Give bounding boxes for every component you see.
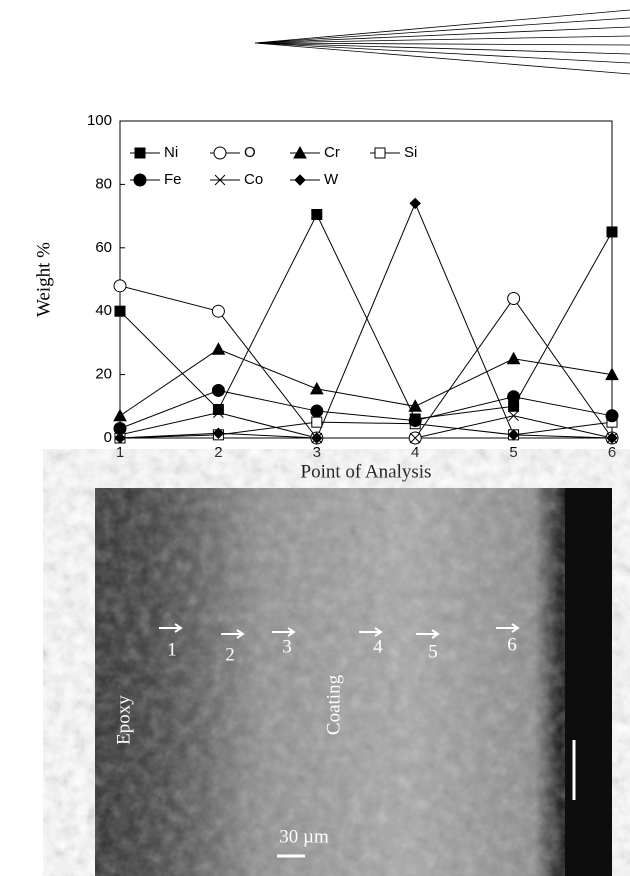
marker [309, 381, 324, 395]
legend-marker [213, 146, 227, 160]
marker [507, 390, 521, 404]
marker [507, 429, 520, 441]
legend-label: Fe [164, 171, 182, 188]
point-label: 6 [507, 634, 517, 655]
marker [113, 279, 127, 293]
marker [605, 367, 619, 381]
legend-marker [294, 174, 306, 186]
legend-label: Co [244, 171, 263, 188]
y-tick-label: 60 [95, 239, 112, 256]
marker [114, 305, 126, 317]
point-label: 3 [282, 636, 292, 657]
legend-label: Cr [324, 144, 340, 161]
sem-info-bar [565, 488, 612, 876]
marker [408, 414, 422, 428]
marker [605, 409, 619, 423]
legend-marker [134, 147, 146, 159]
marker [506, 351, 521, 365]
y-tick-label: 40 [95, 302, 112, 319]
marker [408, 399, 423, 412]
y-tick-label: 20 [95, 366, 112, 383]
series-line [119, 389, 613, 429]
y-tick-label: 80 [95, 175, 112, 192]
marker [211, 304, 225, 318]
legend-marker [293, 145, 307, 159]
series-line [119, 421, 613, 439]
x-tick-label: 1 [116, 444, 124, 461]
legend-marker [374, 147, 386, 159]
point-label: 5 [428, 641, 438, 662]
marker [409, 432, 421, 444]
point-arrow [159, 623, 183, 633]
series-line [119, 348, 613, 417]
marker [311, 416, 323, 428]
legend-label: Ni [164, 144, 178, 161]
series-line [119, 412, 613, 439]
legend-label: Si [404, 144, 417, 161]
x-tick-label: 4 [411, 444, 419, 461]
marker [507, 292, 521, 306]
marker [606, 226, 618, 238]
marker [508, 410, 519, 422]
marker [212, 427, 225, 439]
y-axis-label: Weight % [33, 242, 54, 317]
marker [211, 342, 226, 355]
marker [211, 383, 225, 397]
point-arrow [416, 629, 440, 639]
marker [114, 432, 126, 444]
marker [311, 432, 323, 444]
x-axis-label: Point of Analysis [301, 461, 432, 482]
point-arrow [221, 629, 245, 639]
point-label: 4 [373, 636, 383, 657]
legend-marker [214, 174, 226, 186]
series-line [119, 213, 613, 420]
point-label: 2 [225, 644, 235, 665]
point-label: 1 [167, 639, 177, 660]
marker [311, 209, 323, 221]
wedge-lines [254, 9, 630, 75]
x-tick-label: 5 [509, 444, 517, 461]
point-arrow [496, 623, 520, 633]
region-label: Coating [323, 674, 344, 735]
marker [213, 407, 224, 418]
series-line [119, 202, 613, 439]
scale-bar-label: 30 µm [279, 826, 329, 847]
y-tick-label: 0 [104, 429, 112, 446]
marker [310, 404, 324, 418]
point-arrow [359, 627, 383, 637]
marker [113, 408, 127, 422]
legend-marker [133, 173, 147, 187]
x-tick-label: 6 [608, 444, 616, 461]
y-tick-label: 100 [87, 112, 112, 129]
marker [606, 432, 618, 444]
micrograph: 1 2 3 4 5 6 Epoxy Coating 30 µm [95, 488, 612, 876]
plot-frame [119, 120, 613, 439]
region-label: Epoxy [113, 695, 134, 745]
marker [409, 197, 421, 210]
legend-label: W [324, 171, 339, 188]
sem-texture [95, 488, 612, 876]
x-tick-label: 2 [214, 444, 222, 461]
legend-label: O [244, 144, 256, 161]
point-arrow [272, 627, 296, 637]
chart: 0 20 40 60 80 100 1 2 3 4 5 6 Point of Analysis Weigh… [33, 112, 619, 482]
x-tick-label: 3 [313, 444, 321, 461]
marker [212, 403, 224, 415]
